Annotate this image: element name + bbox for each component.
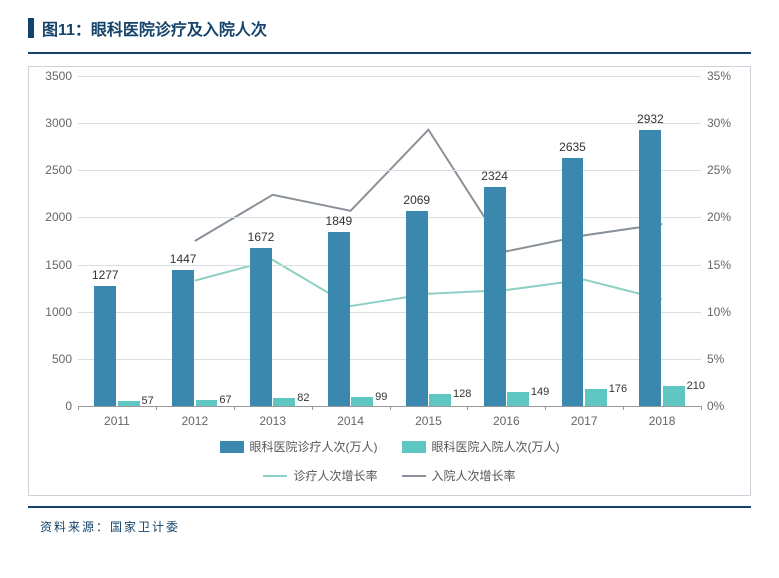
title-main: 眼科医院诊疗及入院人次 [91,22,267,39]
gridline [78,170,701,171]
x-tick [78,406,79,410]
bar-value-label: 2635 [559,140,586,154]
legend-item: 眼科医院诊疗人次(万人) [220,438,378,455]
legend-item: 入院人次增长率 [402,467,516,484]
plot-area: 05001000150020002500300035000%5%10%15%20… [78,76,701,406]
gridline [78,123,701,124]
title-bar: 图11：眼科医院诊疗及入院人次 [0,0,779,48]
x-category-label: 2014 [337,414,364,428]
bar-value-label: 2069 [403,193,430,207]
legend-item: 眼科医院入院人次(万人) [402,438,560,455]
x-tick [234,406,235,410]
source-value: 国家卫计委 [110,520,180,534]
x-category-label: 2012 [181,414,208,428]
chart-area: 0 500 1000 1500 2000 2500 3000 3500 0% 5% 10% 15% 20… [28,66,751,496]
title-underline [28,52,751,54]
y-left-tick-label: 2000 [28,210,72,224]
y-right-tick-label: 30% [707,116,751,130]
y-right-tick-label: 0% [707,399,751,413]
bar-value-label: 2932 [637,112,664,126]
legend-line-icon [263,475,287,477]
bar-value-label: 128 [453,388,471,400]
x-category-label: 2018 [649,414,676,428]
bar-value-label: 1277 [92,268,119,282]
figure-container: 图11：眼科医院诊疗及入院人次 0 500 1000 1500 2000 2500 3000… [0,0,779,578]
x-tick [701,406,702,410]
legend-label: 眼科医院诊疗人次(万人) [250,438,378,455]
bar-secondary [196,400,218,406]
x-tick [545,406,546,410]
y-right-tick-label: 25% [707,163,751,177]
source-label: 资料来源： [40,520,110,534]
y-left-tick-label: 3000 [28,116,72,130]
bar-secondary [273,398,295,406]
y-left-tick-label: 500 [28,352,72,366]
bar-value-label: 176 [609,383,627,395]
y-right-tick-label: 35% [707,69,751,83]
bar-value-label: 210 [687,380,705,392]
bar-primary [328,232,350,406]
bar-value-label: 149 [531,386,549,398]
title-prefix: 图11： [42,22,91,39]
bar-secondary [507,392,529,406]
bar-value-label: 2324 [481,169,508,183]
gridline [78,76,701,77]
y-right-tick-label: 5% [707,352,751,366]
legend-label: 眼科医院入院人次(万人) [432,438,560,455]
bar-secondary [585,389,607,406]
y-left-tick-label: 1000 [28,305,72,319]
bar-primary [562,158,584,406]
bar-primary [172,270,194,406]
x-category-label: 2015 [415,414,442,428]
bar-value-label: 82 [297,392,309,404]
legend-swatch-icon [402,441,426,453]
bar-value-label: 67 [219,394,231,406]
bar-primary [250,248,272,406]
legend-line-icon [402,475,426,477]
x-category-label: 2013 [259,414,286,428]
legend-label: 入院人次增长率 [432,467,516,484]
bar-secondary [429,394,451,406]
y-left-tick-label: 1500 [28,258,72,272]
x-category-label: 2017 [571,414,598,428]
bar-primary [639,130,661,406]
bar-secondary [118,401,140,406]
legend: 眼科医院诊疗人次(万人) 眼科医院入院人次(万人) 诊疗人次增长率 入院人次增长率 [28,438,751,484]
x-tick [623,406,624,410]
bar-value-label: 1672 [248,230,275,244]
bar-secondary [351,397,373,406]
bar-value-label: 99 [375,391,387,403]
legend-label: 诊疗人次增长率 [293,467,377,484]
x-tick [156,406,157,410]
y-right-tick-label: 15% [707,258,751,272]
y-left-tick-label: 2500 [28,163,72,177]
source-text: 资料来源：国家卫计委 [0,508,779,535]
gridline [78,217,701,218]
bar-value-label: 57 [142,395,154,407]
bar-primary [94,286,116,406]
y-left-tick-label: 3500 [28,69,72,83]
x-category-label: 2011 [104,414,130,428]
legend-item: 诊疗人次增长率 [263,467,377,484]
x-tick [312,406,313,410]
chart-title: 图11：眼科医院诊疗及入院人次 [42,16,267,40]
title-accent-block [28,18,34,38]
x-category-label: 2016 [493,414,520,428]
y-right-tick-label: 20% [707,210,751,224]
bar-value-label: 1447 [170,252,197,266]
bar-secondary [663,386,685,406]
x-tick [390,406,391,410]
y-left-tick-label: 0 [28,399,72,413]
bar-primary [484,187,506,406]
bar-value-label: 1849 [326,214,353,228]
bar-primary [406,211,428,406]
legend-swatch-icon [220,441,244,453]
y-right-tick-label: 10% [707,305,751,319]
x-tick [467,406,468,410]
